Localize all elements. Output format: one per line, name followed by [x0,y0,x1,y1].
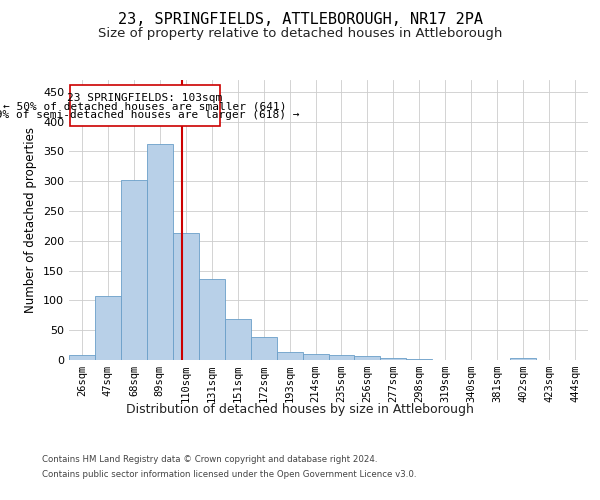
Bar [329,354,355,360]
Bar [173,233,199,360]
Bar [380,358,406,360]
Bar [69,355,95,360]
Bar [95,296,121,360]
Text: 23 SPRINGFIELDS: 103sqm: 23 SPRINGFIELDS: 103sqm [67,92,222,102]
Bar [147,144,173,360]
Text: Contains public sector information licensed under the Open Government Licence v3: Contains public sector information licen… [42,470,416,479]
Text: Contains HM Land Registry data © Crown copyright and database right 2024.: Contains HM Land Registry data © Crown c… [42,455,377,464]
Text: Distribution of detached houses by size in Attleborough: Distribution of detached houses by size … [126,402,474,415]
Text: 23, SPRINGFIELDS, ATTLEBOROUGH, NR17 2PA: 23, SPRINGFIELDS, ATTLEBOROUGH, NR17 2PA [118,12,482,28]
Y-axis label: Number of detached properties: Number of detached properties [25,127,37,313]
FancyBboxPatch shape [70,85,220,126]
Bar [302,354,329,360]
Text: ← 50% of detached houses are smaller (641): ← 50% of detached houses are smaller (64… [3,102,286,112]
Bar [355,356,380,360]
Bar [225,320,251,360]
Text: Size of property relative to detached houses in Attleborough: Size of property relative to detached ho… [98,28,502,40]
Bar [199,279,224,360]
Text: 49% of semi-detached houses are larger (618) →: 49% of semi-detached houses are larger (… [0,110,300,120]
Bar [510,358,536,360]
Bar [277,352,302,360]
Bar [406,359,432,360]
Bar [121,180,147,360]
Bar [251,338,277,360]
